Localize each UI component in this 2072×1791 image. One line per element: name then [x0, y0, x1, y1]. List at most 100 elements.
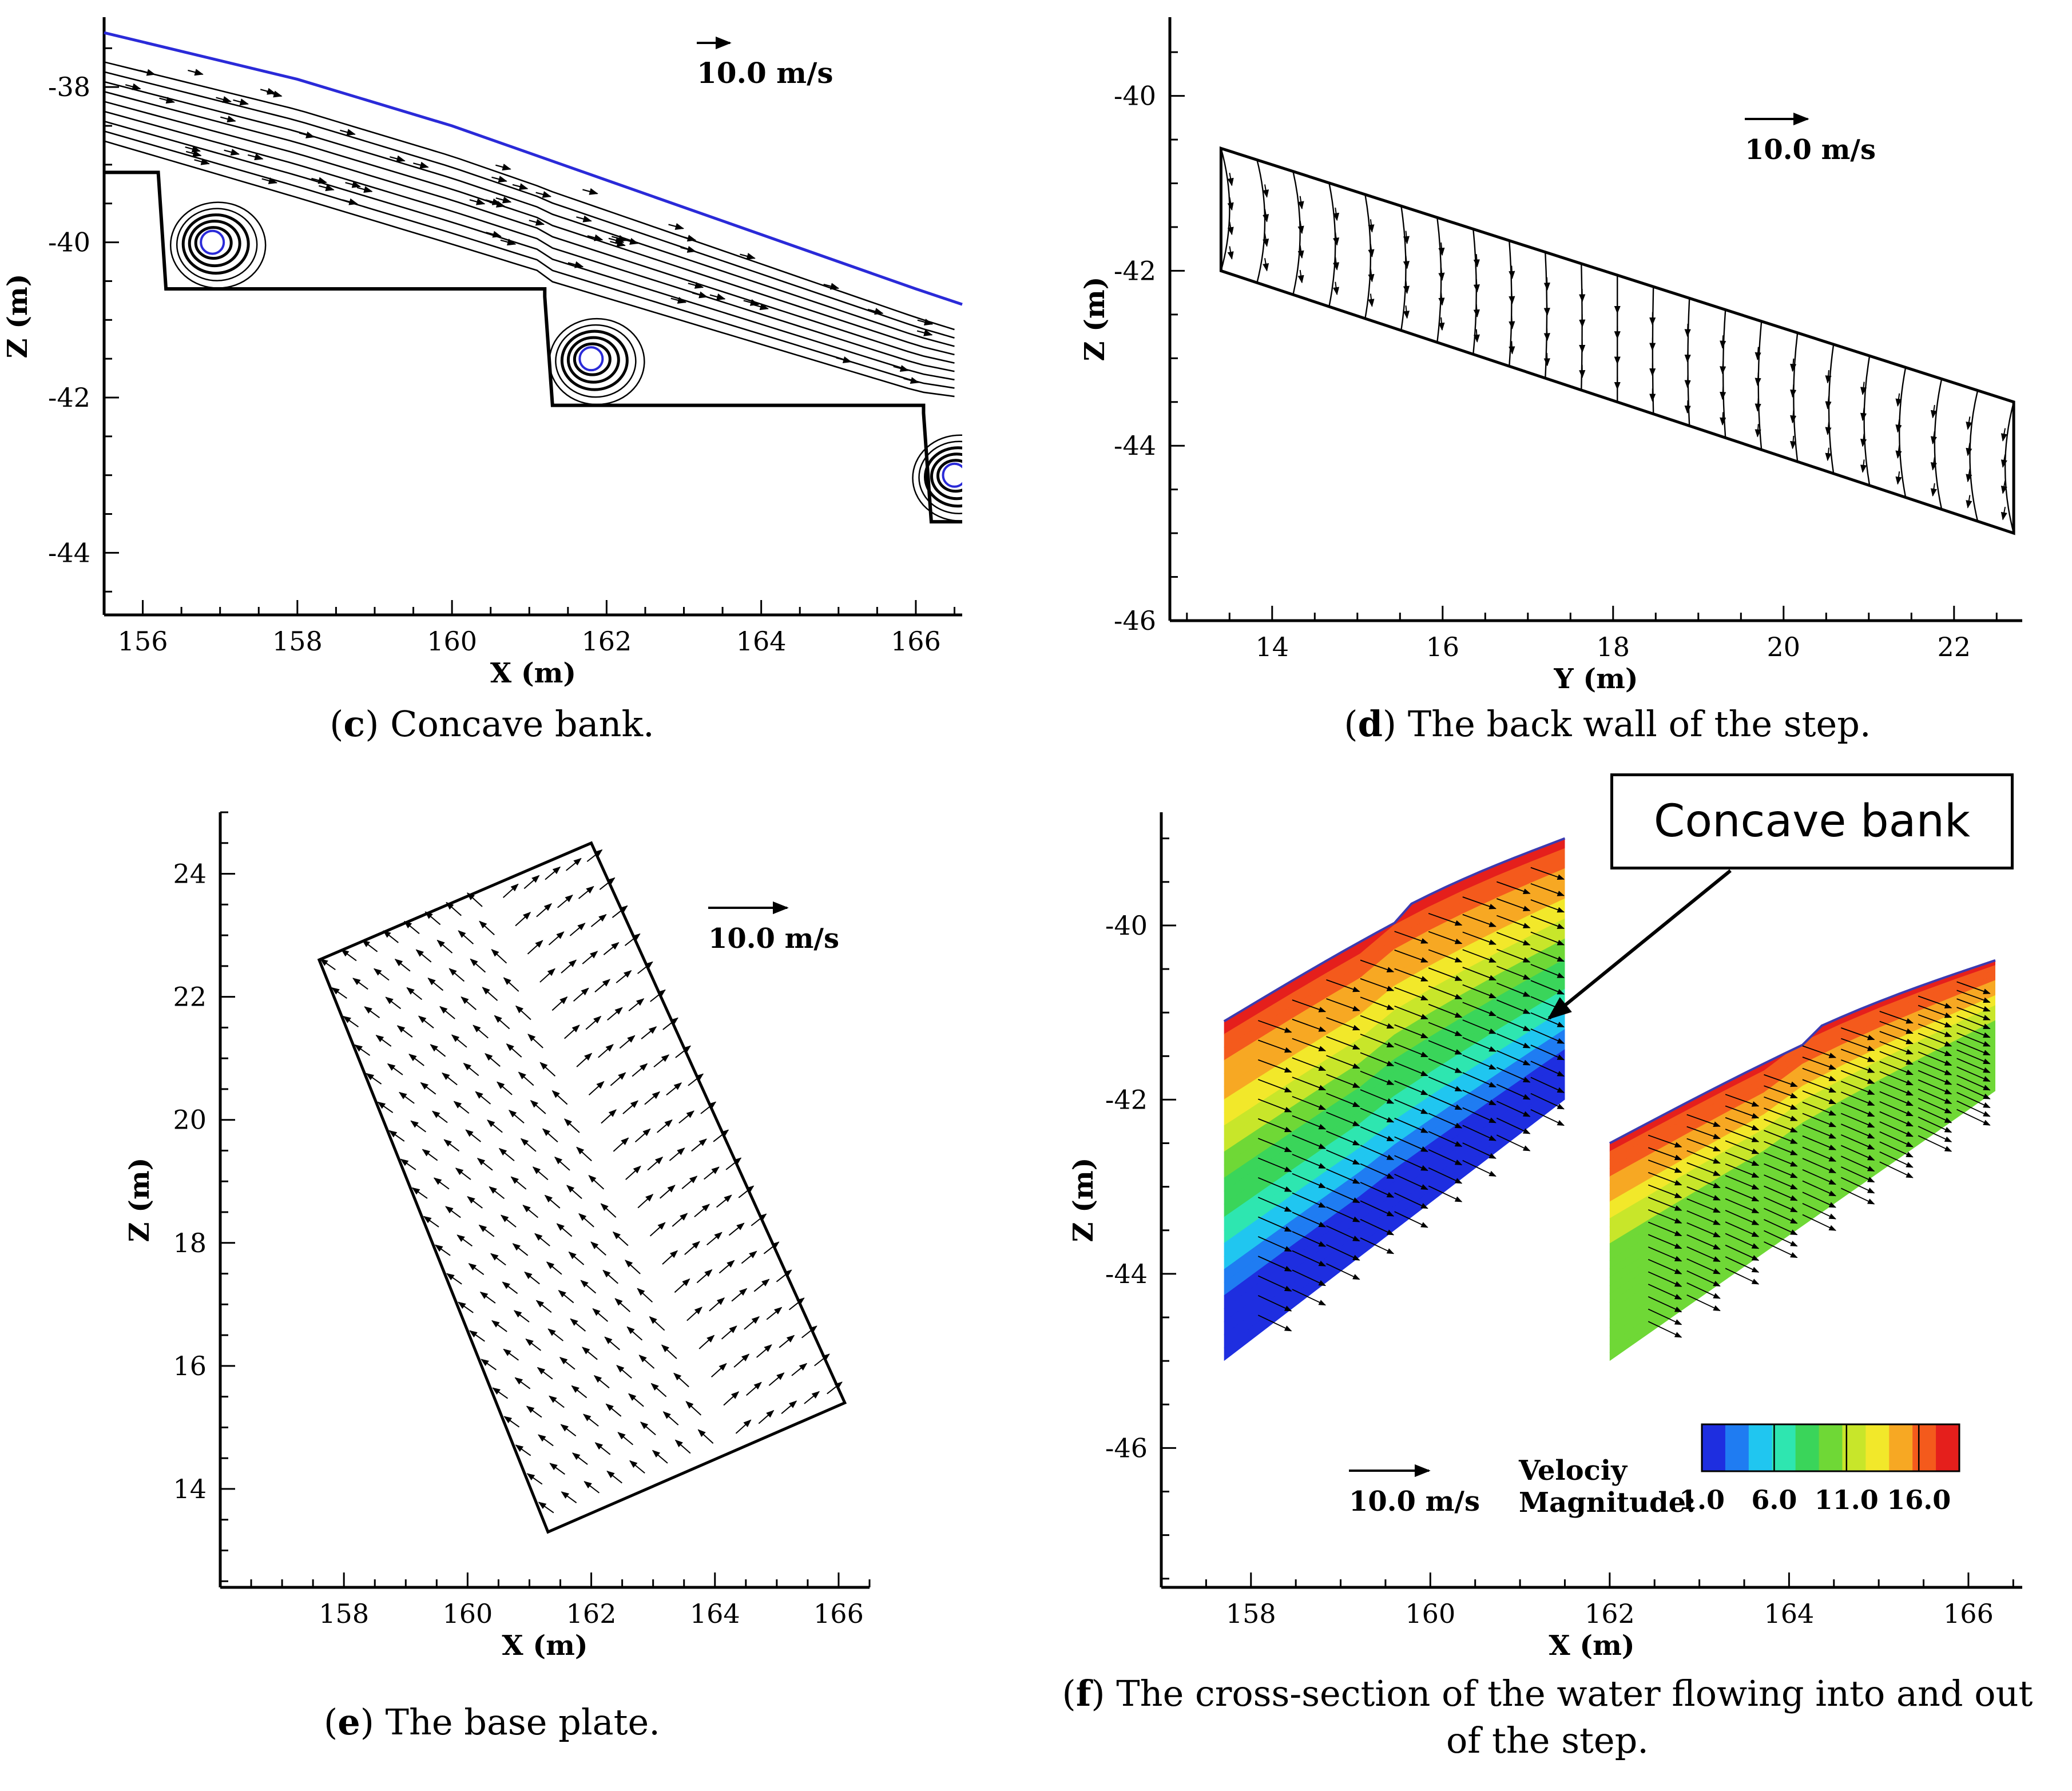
velocity-arrow: [1720, 412, 1726, 426]
velocity-arrow: [514, 1377, 531, 1389]
velocity-arrow: [549, 1463, 565, 1475]
velocity-arrow: [422, 1149, 438, 1161]
velocity-arrow: [1764, 1219, 1798, 1236]
velocity-arrow: [1956, 1032, 1991, 1047]
velocity-arrow: [1227, 172, 1234, 186]
velocity-arrow: [602, 1269, 618, 1284]
velocity-arrow: [539, 968, 555, 983]
velocity-arrow: [637, 1288, 653, 1303]
velocity-arrow: [1686, 1162, 1721, 1176]
velocity-arrow: [1257, 1197, 1292, 1212]
velocity-arrow: [1648, 1209, 1682, 1224]
panel-d: 14 16 18 20 22 -40 -42 -44 -46 Y (m) Z (m) 10.0 m/s: [1079, 17, 2022, 695]
velocity-arrow: [466, 892, 483, 907]
velocity-arrow: [1428, 912, 1463, 926]
velocity-arrow: [458, 930, 474, 944]
velocity-arrow: [1297, 269, 1304, 284]
velocity-arrow: [1326, 1036, 1360, 1050]
legend-swatch: [1889, 1424, 1914, 1471]
velocity-arrow: [1840, 1188, 1875, 1205]
velocity-arrow: [1648, 1159, 1682, 1173]
streamline: [104, 110, 955, 372]
velocity-arrow: [1297, 245, 1304, 259]
panel-e-y-tick-label: 20: [173, 1105, 207, 1135]
velocity-arrow: [1509, 316, 1515, 329]
velocity-arrow: [725, 1157, 742, 1170]
velocity-arrow: [1790, 358, 1797, 372]
vortex-ring: [936, 459, 962, 493]
vortex-core-2: [578, 346, 604, 372]
velocity-arrow: [1790, 410, 1797, 424]
velocity-arrow: [542, 1128, 558, 1143]
velocity-arrow: [673, 1372, 689, 1388]
velocity-arrow: [1956, 1007, 1991, 1020]
velocity-arrow: [1764, 1130, 1798, 1144]
velocity-arrow: [1686, 1258, 1721, 1274]
velocity-arrow: [1725, 1151, 1760, 1166]
velocity-arrow: [1360, 1126, 1395, 1142]
velocity-arrow: [653, 1054, 670, 1068]
velocity-arrow: [637, 1194, 654, 1209]
panel-c-x-tick-label: 166: [891, 626, 941, 657]
velocity-arrow: [1686, 1270, 1721, 1287]
velocity-arrow: [1879, 1111, 1914, 1127]
velocity-arrow: [1956, 1023, 1991, 1038]
velocity-arrow: [1686, 1294, 1721, 1312]
velocity-arrow: [625, 1260, 641, 1274]
base-plate-outline: [317, 841, 847, 1534]
velocity-arrow: [1725, 1221, 1760, 1237]
velocity-arrow: [1918, 1051, 1952, 1066]
velocity-arrow: [662, 1250, 678, 1265]
velocity-arrow: [1292, 1289, 1327, 1306]
velocity-arrow: [1802, 1067, 1837, 1081]
velocity-arrow: [1530, 1109, 1565, 1126]
panel-d-scale-label: 10.0 m/s: [1745, 134, 1876, 166]
concave-bank-callout-text: Concave bank: [1653, 796, 1971, 847]
velocity-arrow: [1725, 1105, 1760, 1119]
velocity-arrow: [1257, 1157, 1292, 1173]
velocity-arrow: [741, 1250, 757, 1264]
velocity-arrow: [670, 297, 687, 304]
velocity-arrow: [1530, 980, 1565, 995]
streamline: [104, 140, 955, 398]
velocity-arrow: [684, 1241, 700, 1256]
velocity-arrow: [571, 1452, 588, 1465]
velocity-arrow: [1403, 305, 1410, 319]
panel-c-x-tick-label: 158: [272, 626, 323, 657]
velocity-arrow: [532, 1166, 549, 1181]
velocity-arrow: [867, 308, 884, 315]
velocity-arrow: [1496, 966, 1531, 980]
velocity-arrow: [510, 1176, 527, 1190]
velocity-arrow: [1462, 931, 1497, 945]
velocity-arrow: [551, 1090, 568, 1105]
velocity-arrow: [706, 1232, 723, 1246]
velocity-arrow: [616, 970, 632, 983]
legend-title-2: Magnitude:: [1519, 1487, 1696, 1519]
velocity-arrow: [1360, 1034, 1395, 1048]
velocity-arrow: [1956, 1075, 1991, 1091]
velocity-arrow: [261, 177, 278, 184]
legend-swatch: [1725, 1424, 1749, 1471]
velocity-arrow: [469, 1330, 485, 1342]
velocity-arrow: [1263, 233, 1269, 247]
velocity-arrow: [1292, 1250, 1327, 1267]
velocity-arrow: [738, 1185, 755, 1198]
velocity-arrow: [400, 1158, 416, 1170]
velocity-arrow: [1462, 949, 1497, 963]
velocity-arrow: [1918, 1070, 1952, 1085]
velocity-arrow: [917, 319, 934, 325]
velocity-arrow: [561, 959, 577, 974]
velocity-arrow: [781, 1400, 797, 1415]
velocity-arrow: [1530, 915, 1565, 929]
wall-streamline: [1400, 205, 1407, 331]
velocity-arrow: [1257, 1118, 1292, 1133]
velocity-arrow: [1462, 896, 1497, 910]
velocity-arrow: [1326, 1055, 1360, 1069]
velocity-arrow: [530, 1100, 546, 1114]
velocity-arrow: [461, 996, 477, 1010]
velocity-arrow: [624, 933, 641, 946]
velocity-arrow: [576, 1146, 592, 1162]
velocity-arrow: [1879, 1031, 1914, 1045]
velocity-arrow: [1648, 1308, 1682, 1325]
